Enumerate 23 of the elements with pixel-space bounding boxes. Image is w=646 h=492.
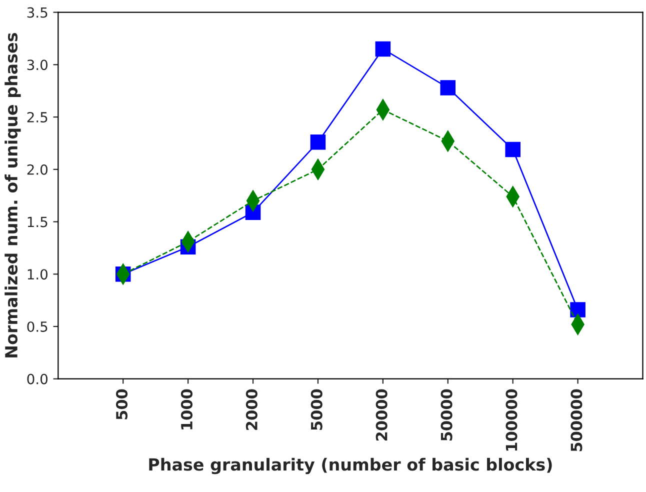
point [570,302,586,318]
y-tick-label: 3.5 [27,7,48,18]
x-tick-label: 100000 [506,389,518,451]
y-tick-label: 1.0 [28,269,48,280]
y-tick-label: 2.5 [27,112,48,122]
point [310,134,326,150]
x-tick-label: 500 [116,389,128,420]
y-tick-label: 3.0 [27,60,48,70]
x-tick-label: 20000 [376,389,388,441]
x-axis-title: Phase granularity (number of basic blocks) [149,458,552,474]
x-tick-label: 50000 [440,389,452,441]
point [375,41,391,57]
x-tick-label: 1000 [180,389,192,430]
x-tick-label: 500000 [570,389,582,452]
x-tick-label: 2000 [246,389,258,430]
y-tick-label: 1.5 [28,216,48,228]
point [505,142,520,158]
y-tick-label: 0.5 [27,321,48,332]
y-axis-title: Normalized num. of unique phases [4,33,21,358]
point [440,80,456,96]
y-tick-label: 0.0 [27,374,48,384]
x-tick-label: 5000 [310,389,322,430]
y-tick-label: 2.0 [27,164,48,175]
